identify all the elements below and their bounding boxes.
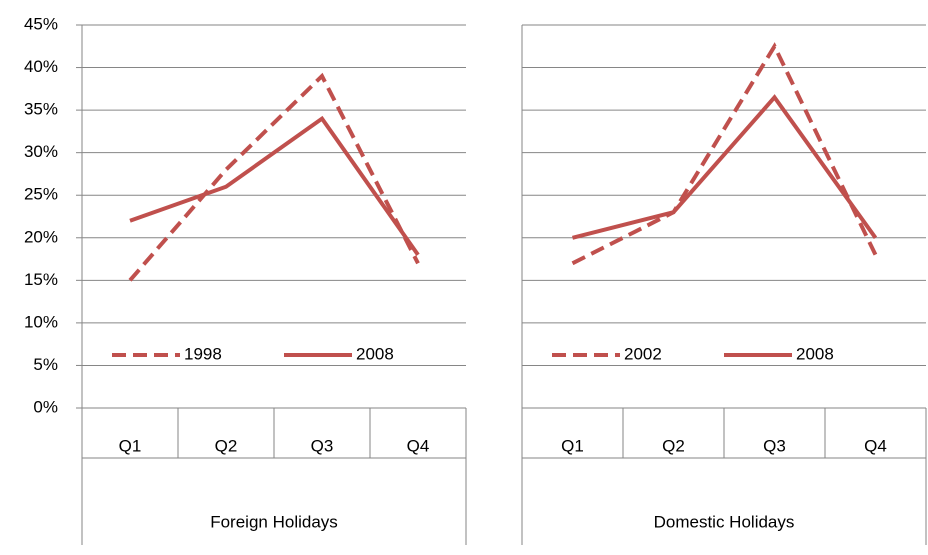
legend-label: 2002 <box>624 344 662 363</box>
x-tick-label: Q4 <box>864 436 887 455</box>
legend-label: 2008 <box>796 344 834 363</box>
y-tick-label: 5% <box>33 355 58 374</box>
x-tick-label: Q2 <box>215 436 238 455</box>
y-tick-label: 20% <box>24 227 58 246</box>
y-tick-label: 25% <box>24 185 58 204</box>
group-label: Foreign Holidays <box>210 512 338 531</box>
series-line <box>572 94 878 240</box>
x-tick-label: Q1 <box>561 436 584 455</box>
y-tick-label: 40% <box>24 57 58 76</box>
legend-label: 2008 <box>356 344 394 363</box>
y-tick-label: 10% <box>24 312 58 331</box>
y-tick-label: 30% <box>24 142 58 161</box>
y-tick-label: 0% <box>33 397 58 416</box>
x-tick-label: Q2 <box>662 436 685 455</box>
series-line <box>128 72 420 282</box>
series-line <box>129 115 420 256</box>
y-tick-label: 45% <box>24 14 58 33</box>
x-tick-label: Q3 <box>763 436 786 455</box>
group-label: Domestic Holidays <box>654 512 795 531</box>
x-tick-label: Q3 <box>311 436 334 455</box>
y-tick-label: 15% <box>24 270 58 289</box>
series-line <box>571 42 878 266</box>
x-tick-label: Q1 <box>119 436 142 455</box>
x-tick-label: Q4 <box>407 436 430 455</box>
legend-label: 1998 <box>184 344 222 363</box>
y-tick-label: 35% <box>24 100 58 119</box>
